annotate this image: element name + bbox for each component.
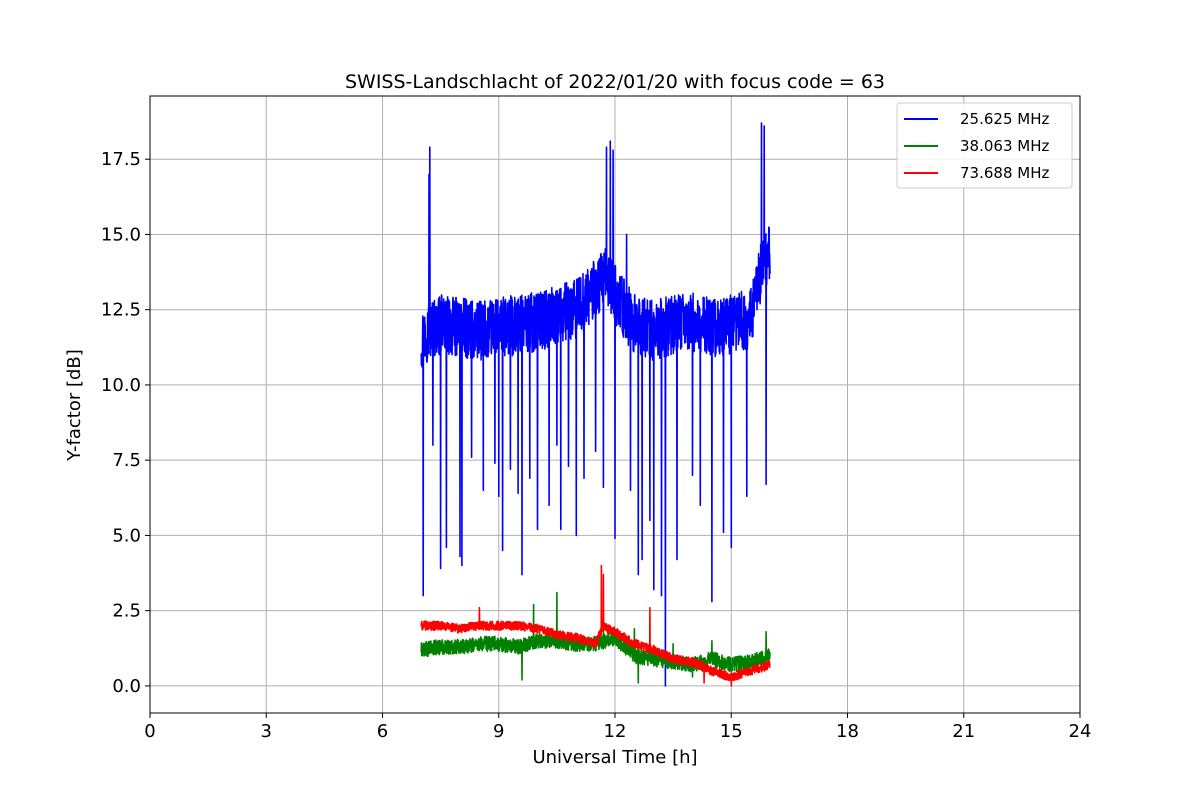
x-tick-label: 18 [836, 721, 859, 742]
y-tick-label: 5.0 [112, 525, 141, 546]
x-tick-label: 21 [952, 721, 975, 742]
x-axis-ticks: 0 3 6 9 12 15 18 21 24 [144, 713, 1091, 742]
legend-label: 38.063 MHz [960, 137, 1049, 155]
y-axis-label: Y-factor [dB] [64, 349, 85, 462]
y-tick-label: 15.0 [101, 224, 141, 245]
legend: 25.625 MHz 38.063 MHz 73.688 MHz [896, 102, 1073, 189]
series-line-3 [420, 564, 771, 687]
y-tick-label: 12.5 [101, 300, 141, 321]
chart-title: SWISS-Landschlacht of 2022/01/20 with fo… [345, 71, 885, 93]
x-tick-label: 0 [144, 721, 155, 742]
plot-series-group [420, 122, 771, 687]
legend-box [896, 102, 1073, 189]
x-tick-label: 24 [1069, 721, 1092, 742]
x-tick-label: 6 [377, 721, 388, 742]
legend-label: 25.625 MHz [960, 110, 1049, 128]
x-tick-label: 12 [604, 721, 627, 742]
x-tick-label: 3 [261, 721, 272, 742]
y-tick-label: 10.0 [101, 375, 141, 396]
y-axis-ticks: 0.0 2.5 5.0 7.5 10.0 12.5 15.0 17.5 [101, 149, 150, 697]
x-axis-label: Universal Time [h] [532, 747, 697, 768]
x-tick-label: 15 [720, 721, 743, 742]
y-tick-label: 0.0 [112, 676, 141, 697]
y-tick-label: 7.5 [112, 450, 141, 471]
y-tick-label: 2.5 [112, 601, 141, 622]
series-line-1 [420, 122, 771, 687]
legend-label: 73.688 MHz [960, 164, 1049, 182]
y-tick-label: 17.5 [101, 149, 141, 170]
x-tick-label: 9 [493, 721, 504, 742]
